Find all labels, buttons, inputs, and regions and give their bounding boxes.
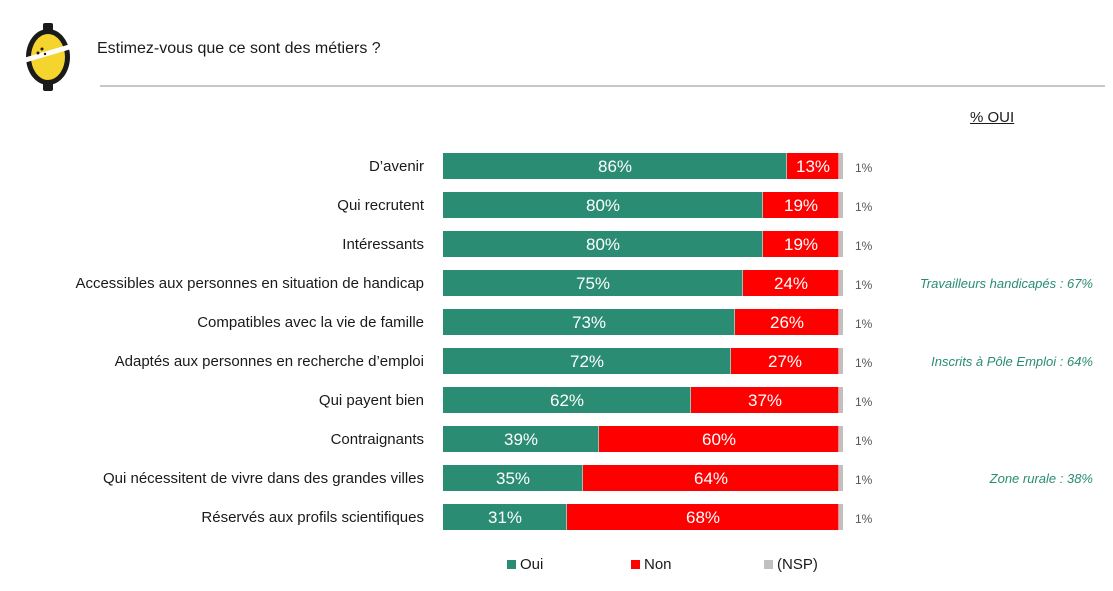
legend-swatch-non xyxy=(631,560,640,569)
category-label: Compatibles avec la vie de famille xyxy=(197,314,424,331)
category-label: Qui nécessitent de vivre dans des grande… xyxy=(103,470,424,487)
legend-label: Oui xyxy=(520,556,544,573)
bar-segment-nsp xyxy=(839,153,843,179)
bar-segment-nsp xyxy=(839,387,843,413)
category-label: Qui recrutent xyxy=(337,197,425,214)
page-title: Estimez-vous que ce sont des métiers ? xyxy=(97,40,381,57)
data-label-non: 13% xyxy=(796,157,830,176)
data-label-non: 27% xyxy=(768,352,802,371)
category-label: D’avenir xyxy=(369,158,424,175)
data-label-non: 37% xyxy=(748,391,782,410)
category-label: Intéressants xyxy=(342,236,424,253)
data-label-oui: 72% xyxy=(570,352,604,371)
bar-segment-oui xyxy=(443,153,787,179)
data-label-non: 24% xyxy=(774,274,808,293)
data-label-oui: 62% xyxy=(550,391,584,410)
bar-segment-nsp xyxy=(839,309,843,335)
bar-segment-nsp xyxy=(839,348,843,374)
category-label: Contraignants xyxy=(331,431,424,448)
bar-segment-oui xyxy=(443,270,743,296)
bar-segment-non xyxy=(735,309,839,335)
data-label-nsp: 1% xyxy=(855,161,873,175)
bar-segment-oui xyxy=(443,192,763,218)
data-label-non: 19% xyxy=(784,196,818,215)
data-label-oui: 75% xyxy=(576,274,610,293)
data-label-nsp: 1% xyxy=(855,317,873,331)
data-label-nsp: 1% xyxy=(855,395,873,409)
data-label-nsp: 1% xyxy=(855,434,873,448)
legend-item-nsp: (NSP) xyxy=(764,556,818,573)
bar-segment-nsp xyxy=(839,192,843,218)
data-label-non: 64% xyxy=(694,469,728,488)
bar-segment-oui xyxy=(443,387,691,413)
segment-annotation: Travailleurs handicapés : 67% xyxy=(920,276,1093,291)
bar-segment-nsp xyxy=(839,504,843,530)
bar-segment-non xyxy=(763,231,839,257)
category-label: Adaptés aux personnes en recherche d’emp… xyxy=(115,353,424,370)
data-label-non: 68% xyxy=(686,508,720,527)
bar-segment-non xyxy=(731,348,839,374)
data-label-nsp: 1% xyxy=(855,512,873,526)
data-label-nsp: 1% xyxy=(855,239,873,253)
legend-item-oui: Oui xyxy=(507,556,543,573)
bar-segment-non xyxy=(599,426,839,452)
data-label-nsp: 1% xyxy=(855,356,873,370)
data-label-oui: 31% xyxy=(488,508,522,527)
bar-segment-oui xyxy=(443,231,763,257)
bar-segment-oui xyxy=(443,465,583,491)
data-label-non: 60% xyxy=(702,430,736,449)
data-label-oui: 39% xyxy=(504,430,538,449)
legend-item-non: Non xyxy=(631,556,672,573)
data-label-nsp: 1% xyxy=(855,278,873,292)
data-label-oui: 80% xyxy=(586,235,620,254)
bar-segment-non xyxy=(763,192,839,218)
segment-annotation: Zone rurale : 38% xyxy=(989,471,1093,486)
data-label-oui: 35% xyxy=(496,469,530,488)
segment-annotation: Inscrits à Pôle Emploi : 64% xyxy=(931,354,1093,369)
bar-segment-non xyxy=(583,465,839,491)
pct-oui-header: % OUI xyxy=(970,109,1015,126)
bar-segment-oui xyxy=(443,426,599,452)
legend-swatch-nsp xyxy=(764,560,773,569)
data-label-non: 19% xyxy=(784,235,818,254)
lemon-logo-icon xyxy=(21,23,77,91)
bar-segment-oui xyxy=(443,504,567,530)
bar-segment-non xyxy=(567,504,839,530)
title-divider xyxy=(100,85,1105,87)
category-label: Réservés aux profils scientifiques xyxy=(201,509,424,526)
legend-swatch-oui xyxy=(507,560,516,569)
data-label-oui: 73% xyxy=(572,313,606,332)
bar-segment-non xyxy=(787,153,839,179)
bar-segment-nsp xyxy=(839,231,843,257)
data-label-nsp: 1% xyxy=(855,200,873,214)
category-label: Qui payent bien xyxy=(319,392,424,409)
bar-segment-nsp xyxy=(839,270,843,296)
bar-segment-oui xyxy=(443,309,735,335)
data-label-nsp: 1% xyxy=(855,473,873,487)
legend-label: Non xyxy=(644,556,672,573)
data-label-oui: 86% xyxy=(598,157,632,176)
bar-segment-oui xyxy=(443,348,731,374)
legend-label: (NSP) xyxy=(777,556,818,573)
bar-segment-non xyxy=(743,270,839,296)
category-label: Accessibles aux personnes en situation d… xyxy=(75,275,424,292)
bar-segment-nsp xyxy=(839,426,843,452)
data-label-oui: 80% xyxy=(586,196,620,215)
chart-legend: Oui Non (NSP) xyxy=(0,556,1113,576)
bar-segment-nsp xyxy=(839,465,843,491)
bar-segment-non xyxy=(691,387,839,413)
data-label-non: 26% xyxy=(770,313,804,332)
